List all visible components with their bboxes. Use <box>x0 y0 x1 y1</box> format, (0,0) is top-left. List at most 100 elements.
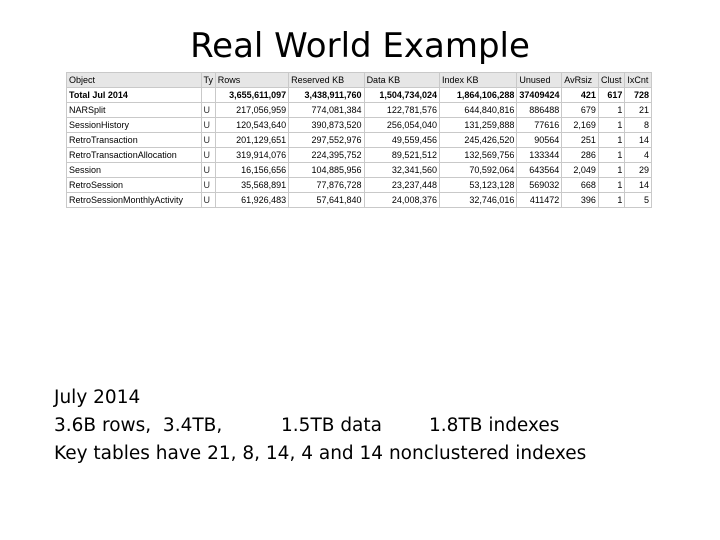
table-cell: 411472 <box>516 192 563 208</box>
table-cell: 89,521,512 <box>363 147 440 163</box>
table-cell: 57,641,840 <box>288 192 365 208</box>
table-cell: 133344 <box>516 147 563 163</box>
table-row: RetroSessionMonthlyActivity U 61,926,483… <box>66 192 652 208</box>
table-cell: RetroTransaction <box>66 132 202 148</box>
table-cell: 617 <box>597 87 626 103</box>
table-cell: 2,169 <box>561 117 599 133</box>
table-cell: 643564 <box>516 162 563 178</box>
table-cell: 8 <box>624 117 652 133</box>
table-cell: 1 <box>597 132 626 148</box>
table-cell: U <box>200 147 216 163</box>
table-cell: U <box>200 192 216 208</box>
table-cell: 14 <box>624 132 652 148</box>
table-cell: 569032 <box>516 177 563 193</box>
table-cell: RetroSession <box>66 177 202 193</box>
notes-line-date: July 2014 <box>54 387 141 408</box>
table-header-row: Object Ty Rows Reserved KB Data KB Index… <box>66 72 652 88</box>
table-cell: 70,592,064 <box>438 162 518 178</box>
table-cell: 21 <box>624 102 652 118</box>
table-cell: 4 <box>624 147 652 163</box>
table-cell: 3,655,611,097 <box>214 87 290 103</box>
table-screenshot: Object Ty Rows Reserved KB Data KB Index… <box>66 72 652 208</box>
table-row: SessionHistory U 120,543,640 390,873,520… <box>66 117 652 133</box>
table-cell: 104,885,956 <box>288 162 365 178</box>
table-cell: 217,056,959 <box>214 102 290 118</box>
table-cell: Session <box>66 162 202 178</box>
table-cell: 774,081,384 <box>288 102 365 118</box>
column-header-type: Ty <box>200 72 216 88</box>
table-cell: 1 <box>597 162 626 178</box>
slide-title: Real World Example <box>190 26 530 66</box>
table-cell: 77,876,728 <box>288 177 365 193</box>
table-row: RetroTransaction U 201,129,651 297,552,9… <box>66 132 652 148</box>
column-header-clustered: Clust <box>597 72 626 88</box>
table-cell: 1 <box>597 177 626 193</box>
table-cell: 886488 <box>516 102 563 118</box>
table-cell: 61,926,483 <box>214 192 290 208</box>
table-cell: 245,426,520 <box>438 132 518 148</box>
table-cell: 32,746,016 <box>438 192 518 208</box>
slide-notes: July 2014 3.6B rows, 3.4TB, 1.5TB data 1.… <box>54 384 694 468</box>
table-cell: 32,341,560 <box>363 162 440 178</box>
table-cell: 29 <box>624 162 652 178</box>
column-header-rows: Rows <box>214 72 290 88</box>
table-cell: 16,156,656 <box>214 162 290 178</box>
column-header-index-count: IxCnt <box>624 72 652 88</box>
table-cell: U <box>200 102 216 118</box>
table-cell: 668 <box>561 177 599 193</box>
table-cell: 1,864,106,288 <box>438 87 518 103</box>
table-row: NARSplit U 217,056,959 774,081,384 122,7… <box>66 102 652 118</box>
table-cell: 35,568,891 <box>214 177 290 193</box>
column-header-reserved-kb: Reserved KB <box>288 72 365 88</box>
notes-line-sizes: 3.6B rows, 3.4TB, 1.5TB data 1.8TB index… <box>54 415 560 436</box>
table-cell: 5 <box>624 192 652 208</box>
column-header-index-kb: Index KB <box>438 72 518 88</box>
table-cell: 396 <box>561 192 599 208</box>
table-row: Session U 16,156,656 104,885,956 32,341,… <box>66 162 652 178</box>
table-cell: U <box>200 162 216 178</box>
table-cell: 77616 <box>516 117 563 133</box>
table-cell: 90564 <box>516 132 563 148</box>
column-header-data-kb: Data KB <box>363 72 440 88</box>
table-cell <box>200 87 216 103</box>
table-cell: Total Jul 2014 <box>66 87 202 103</box>
table-cell: 1,504,734,024 <box>363 87 440 103</box>
table-cell: U <box>200 132 216 148</box>
table-row: RetroSession U 35,568,891 77,876,728 23,… <box>66 177 652 193</box>
table-cell: 120,543,640 <box>214 117 290 133</box>
table-cell: U <box>200 177 216 193</box>
table-cell: 251 <box>561 132 599 148</box>
table-cell: 2,049 <box>561 162 599 178</box>
table-cell: 23,237,448 <box>363 177 440 193</box>
column-header-object: Object <box>66 72 202 88</box>
table-cell: 256,054,040 <box>363 117 440 133</box>
table-cell: 319,914,076 <box>214 147 290 163</box>
table-cell: 122,781,576 <box>363 102 440 118</box>
table-cell: 3,438,911,760 <box>288 87 365 103</box>
table-cell: 297,552,976 <box>288 132 365 148</box>
table-cell: 421 <box>561 87 599 103</box>
table-cell: RetroSessionMonthlyActivity <box>66 192 202 208</box>
table-cell: 224,395,752 <box>288 147 365 163</box>
table-cell: 131,259,888 <box>438 117 518 133</box>
table-cell: 390,873,520 <box>288 117 365 133</box>
table-cell: 1 <box>597 117 626 133</box>
table-cell: 644,840,816 <box>438 102 518 118</box>
column-header-avg-row-size: AvRsiz <box>561 72 599 88</box>
table-cell: 728 <box>624 87 652 103</box>
table-cell: 679 <box>561 102 599 118</box>
table-total-row: Total Jul 2014 3,655,611,097 3,438,911,7… <box>66 87 652 103</box>
table-cell: 53,123,128 <box>438 177 518 193</box>
table-cell: 286 <box>561 147 599 163</box>
table-cell: 1 <box>597 102 626 118</box>
index-stats-table: Object Ty Rows Reserved KB Data KB Index… <box>66 72 652 208</box>
table-cell: 1 <box>597 192 626 208</box>
table-cell: RetroTransactionAllocation <box>66 147 202 163</box>
table-cell: 132,569,756 <box>438 147 518 163</box>
table-cell: NARSplit <box>66 102 202 118</box>
notes-line-key-tables: Key tables have 21, 8, 14, 4 and 14 nonc… <box>54 443 587 464</box>
table-row: RetroTransactionAllocation U 319,914,076… <box>66 147 652 163</box>
column-header-unused: Unused <box>516 72 563 88</box>
table-cell: 49,559,456 <box>363 132 440 148</box>
table-cell: 1 <box>597 147 626 163</box>
